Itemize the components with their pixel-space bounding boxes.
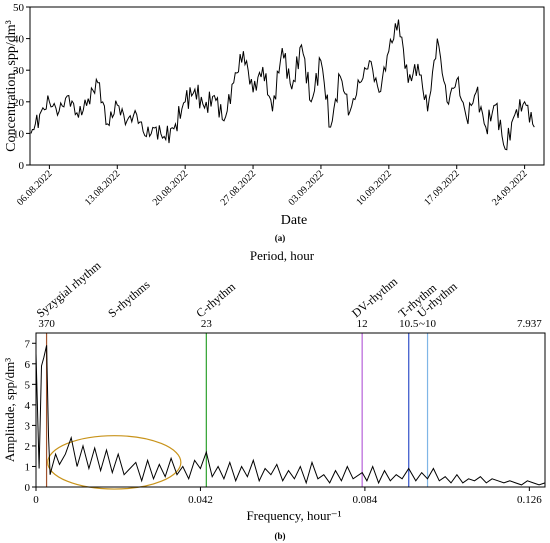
panel-a-plot-frame — [29, 6, 545, 166]
panel-b-rhythm-lines — [45, 333, 429, 487]
panel-b-top-axis-title: Period, hour — [250, 248, 315, 263]
panel-a-x-tick-label: 24.09.2022 — [490, 168, 530, 208]
panel-b-plot-frame — [35, 332, 546, 488]
panel-b-annotation: DV-rhythm — [349, 274, 401, 320]
panel-a-y-tick-label: 30 — [13, 65, 25, 77]
panel-b-top-ticks: 370 23 12 10.5 ~10 7.937 — [38, 318, 542, 330]
panel-b-ellipse — [47, 435, 182, 490]
panel-a-x-tick-label: 20.08.2022 — [151, 168, 191, 208]
panel-b-series — [35, 345, 546, 486]
panel-b-annotation: C-rhythm — [193, 279, 238, 320]
panel-b-spectrum: Period, hour Syzygial rhythm S-rhythms C-r… — [2, 248, 546, 541]
panel-b-y-tick-label: 5 — [25, 379, 31, 391]
panel-b-x-axis-label: Frequency, hour⁻¹ — [246, 508, 341, 523]
panel-a-y-ticks: 0 10 20 30 40 50 — [13, 2, 30, 172]
panel-a-x-tick-label: 06.08.2022 — [15, 168, 55, 208]
panel-a-label: (a) — [275, 233, 286, 243]
panel-a-line-series — [30, 19, 535, 151]
panel-b-annotation: Syzygial rhythm — [34, 258, 105, 320]
panel-b-s-rhythms-ellipse — [47, 435, 182, 490]
panel-a-y-axis-label: Concentration, spp/dm³ — [4, 20, 19, 152]
panel-a-y-tick-label: 50 — [13, 2, 25, 14]
panel-b-rhythm-annotations: Syzygial rhythm S-rhythms C-rhythm DV-rhyth… — [34, 258, 461, 320]
panel-a-y-tick-label: 0 — [19, 160, 25, 172]
panel-b-line-series — [35, 345, 546, 486]
panel-a-y-tick-label: 20 — [13, 97, 25, 109]
panel-a-x-tick-label: 13.08.2022 — [83, 168, 123, 208]
panel-a-x-ticks: 06.08.2022 13.08.2022 20.08.2022 27.08.2022… — [15, 165, 530, 208]
panel-b-y-tick-label: 3 — [25, 420, 31, 432]
panel-a-x-tick-label: 27.08.2022 — [219, 168, 259, 208]
panel-a-x-tick-label: 03.09.2022 — [286, 168, 326, 208]
panel-b-x-tick-label: 0 — [33, 494, 39, 506]
panel-b-y-tick-label: 7 — [25, 338, 31, 350]
panel-b-y-tick-label: 6 — [25, 359, 31, 371]
panel-b-x-tick-label: 0.084 — [353, 494, 378, 506]
panel-b-top-tick-label: 10.5 — [399, 318, 419, 330]
panel-b-y-tick-label: 0 — [25, 482, 31, 494]
panel-a-x-tick-label: 17.09.2022 — [422, 168, 462, 208]
panel-a-x-tick-label: 10.09.2022 — [354, 168, 394, 208]
panel-b-y-tick-label: 4 — [25, 400, 31, 412]
panel-b-x-tick-label: 0.126 — [517, 494, 542, 506]
panel-b-y-tick-label: 1 — [25, 461, 31, 473]
panel-b-x-tick-label: 0.042 — [188, 494, 213, 506]
panel-a-y-tick-label: 40 — [13, 34, 25, 46]
panel-a-time-series: 0 10 20 30 40 50 06.08.2022 13.08.2022 20.08.20… — [4, 2, 545, 243]
panel-b-top-tick-label: ~10 — [419, 318, 436, 330]
panel-a-y-tick-label: 10 — [13, 128, 25, 140]
panel-a-x-axis-label: Date — [281, 213, 307, 228]
panel-b-top-tick-label: 23 — [201, 318, 213, 330]
panel-b-x-ticks: 0 0.042 0.084 0.126 — [33, 487, 542, 506]
panel-b-y-axis-label: Amplitude, spp/dm³ — [2, 358, 17, 462]
panel-b-top-tick-label: 12 — [357, 318, 368, 330]
panel-b-top-tick-label: 7.937 — [517, 318, 542, 330]
panel-b-label: (b) — [275, 531, 286, 541]
panel-b-y-tick-label: 2 — [25, 441, 31, 453]
panel-b-annotation: S-rhythms — [105, 277, 153, 320]
panel-a-series — [30, 19, 535, 151]
panel-b-y-ticks: 0 1 2 3 4 5 6 7 — [25, 338, 36, 494]
panel-b-top-tick-label: 370 — [38, 318, 55, 330]
